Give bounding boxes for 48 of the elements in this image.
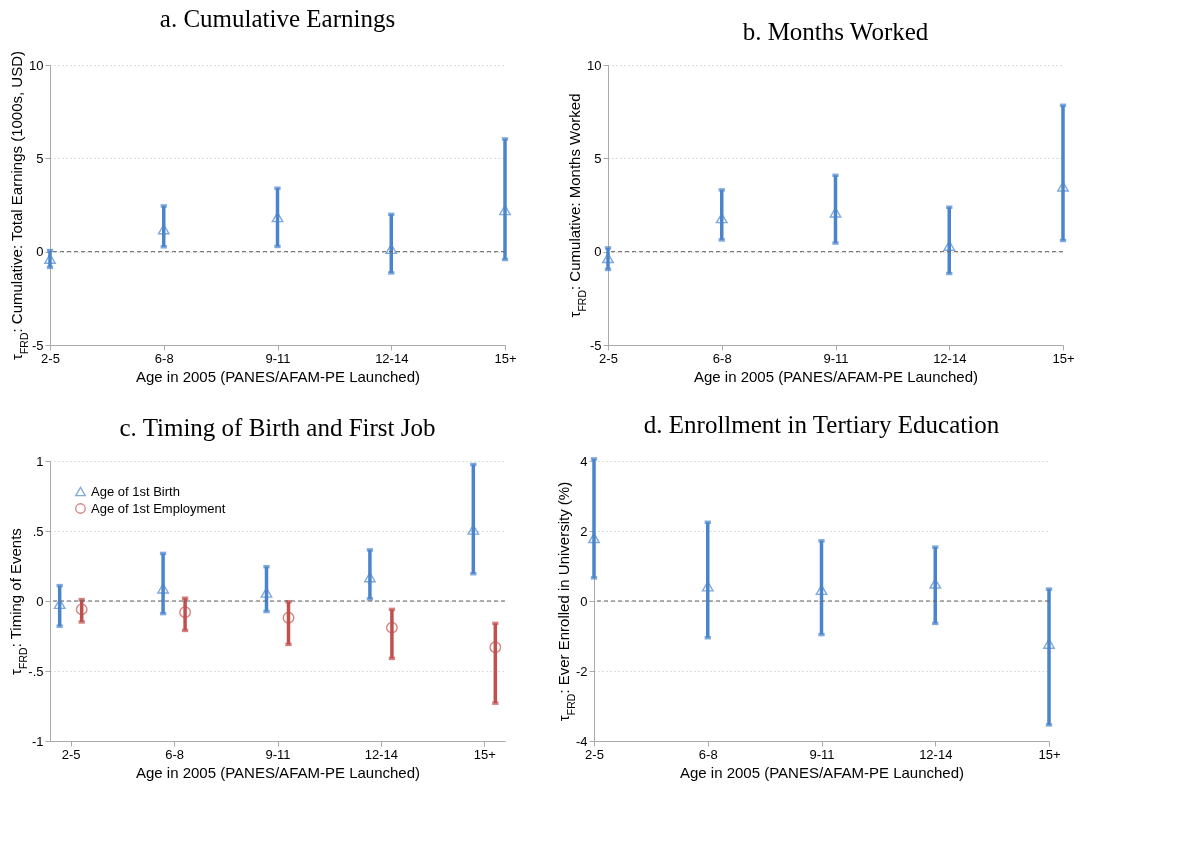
chart-title: a. Cumulative Earnings (159, 4, 396, 32)
x-tick-label: 2-5 (599, 350, 618, 366)
x-tick-label: 2-5 (61, 746, 81, 762)
chart-title: c. Timing of Birth and First Job (119, 414, 436, 441)
x-tick-label: 9-11 (265, 350, 291, 366)
y-tick-label: -2 (575, 663, 588, 679)
y-tick-label: 2 (580, 523, 588, 539)
chart-title: d. Enrollment in Tertiary Education (643, 410, 1000, 438)
y-tick-label: .5 (32, 523, 44, 539)
x-tick-label: 15+ (473, 746, 496, 762)
y-tick-label: 5 (36, 150, 44, 166)
x-tick-label: 6-8 (698, 746, 718, 762)
x-tick-label: 12-14 (919, 746, 953, 762)
x-axis-title: Age in 2005 (PANES/AFAM-PE Launched) (679, 763, 965, 781)
x-tick-label: 9-11 (265, 746, 291, 762)
x-tick-label: 9-11 (823, 350, 849, 366)
y-tick-label: 5 (594, 150, 602, 166)
y-tick-label: -1 (31, 733, 44, 749)
y-tick-label: 10 (587, 57, 602, 73)
x-tick-label: 15+ (494, 350, 517, 366)
x-tick-label: 9-11 (809, 746, 835, 762)
legend-label: Age of 1st Birth (91, 483, 180, 499)
y-tick-label: 0 (36, 244, 44, 260)
x-tick-label: 2-5 (41, 350, 60, 366)
y-tick-label: -4 (575, 733, 588, 749)
x-tick-label: 12-14 (933, 350, 967, 366)
x-tick-label: 15+ (1052, 350, 1075, 366)
x-tick-label: 2-5 (585, 746, 604, 762)
y-tick-label: 10 (29, 57, 44, 73)
y-tick-label: 0 (36, 593, 44, 609)
x-tick-label: 6-8 (154, 350, 174, 366)
x-tick-label: 6-8 (712, 350, 732, 366)
y-tick-label: 1 (36, 453, 44, 469)
x-tick-label: 12-14 (364, 746, 399, 762)
x-tick-label: 12-14 (375, 350, 409, 366)
x-axis-title: Age in 2005 (PANES/AFAM-PE Launched) (135, 367, 421, 385)
y-tick-label: -.5 (28, 663, 44, 679)
x-tick-label: 6-8 (165, 746, 184, 762)
y-tick-label: 4 (580, 453, 588, 469)
y-tick-label: 0 (580, 593, 588, 609)
y-tick-label: -5 (589, 337, 602, 353)
y-tick-label: -5 (31, 337, 44, 353)
x-axis-title: Age in 2005 (PANES/AFAM-PE Launched) (135, 763, 421, 781)
x-axis-title: Age in 2005 (PANES/AFAM-PE Launched) (693, 367, 979, 385)
y-tick-label: 0 (594, 244, 602, 260)
x-tick-label: 15+ (1038, 746, 1061, 762)
chart-title: b. Months Worked (742, 18, 929, 45)
legend-label: Age of 1st Employment (91, 500, 226, 516)
